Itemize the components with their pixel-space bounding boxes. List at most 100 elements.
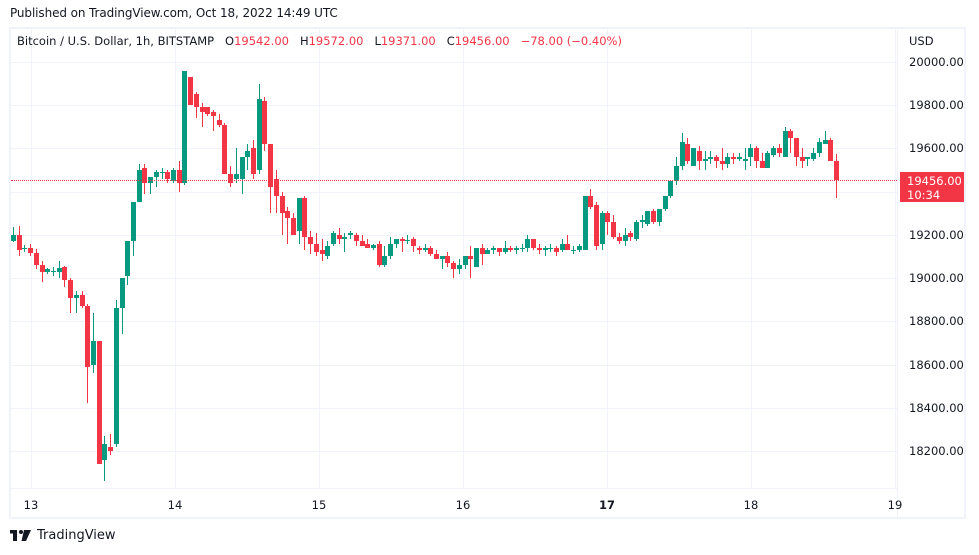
candle-down: [217, 120, 222, 125]
candle-wick: [156, 170, 157, 188]
candle-down: [354, 234, 359, 242]
candle-up: [663, 195, 668, 209]
candle-wick: [425, 243, 426, 253]
candle-down: [85, 306, 90, 367]
candle-down: [685, 144, 690, 162]
symbol-title[interactable]: Bitcoin / U.S. Dollar, 1h, BITSTAMP: [17, 34, 215, 48]
grid-line-v: [895, 29, 896, 488]
footer-brand: TradingView: [10, 528, 116, 543]
grid-line-h: [11, 278, 897, 280]
time-tick-label: 13: [23, 498, 39, 512]
candle-down: [291, 217, 296, 235]
candle-wick: [505, 241, 506, 255]
candle-up: [102, 444, 107, 460]
candle-down: [268, 144, 273, 188]
close-value: 19456.00: [454, 34, 510, 48]
candle-down: [480, 247, 485, 255]
chart-pane[interactable]: [11, 29, 897, 488]
candle-wick: [42, 260, 43, 283]
candle-up: [131, 202, 136, 242]
candle-down: [428, 247, 433, 255]
candle-wick: [825, 131, 826, 145]
candle-up: [634, 221, 639, 240]
candle-up: [680, 141, 685, 166]
candle-up: [817, 141, 822, 153]
candle-down: [365, 243, 370, 248]
candle-down: [222, 124, 227, 175]
candle-down: [714, 157, 719, 162]
time-tick-label: 15: [311, 498, 327, 512]
candle-up: [297, 198, 302, 231]
candle-wick: [522, 243, 523, 253]
grid-line-h: [11, 450, 897, 452]
candle-down: [108, 446, 113, 451]
candle-wick: [213, 109, 214, 132]
candle-up: [234, 174, 239, 179]
candle-wick: [442, 256, 443, 270]
candle-up: [748, 148, 753, 158]
candle-down: [211, 111, 216, 116]
candle-down: [320, 250, 325, 255]
candle-up: [543, 247, 548, 250]
candle-up: [474, 247, 479, 268]
candle-down: [337, 234, 342, 240]
candle-down: [165, 172, 170, 179]
candle-down: [34, 253, 39, 266]
candle-up: [583, 195, 588, 250]
last-price-value: 19456.00: [907, 173, 962, 188]
candle-wick: [162, 167, 163, 179]
candle-down: [377, 243, 382, 266]
grid-line-h: [11, 234, 897, 236]
candle-down: [508, 247, 513, 250]
grid-line-v: [31, 29, 32, 488]
candle-down: [177, 170, 182, 183]
candle-down: [251, 148, 256, 175]
grid-line-v: [175, 29, 176, 488]
candle-up: [640, 219, 645, 222]
grid-line-h: [11, 364, 897, 366]
candle-up: [765, 152, 770, 168]
candle-up: [520, 247, 525, 249]
price-axis[interactable]: USD 19456.00 10:34 20000.00 19800.00 19600…: [897, 29, 966, 517]
candle-up: [423, 247, 428, 250]
candle-down: [588, 195, 593, 207]
candle-wick: [470, 245, 471, 279]
candle-down: [302, 198, 307, 238]
candle-down: [605, 213, 610, 222]
grid-line-h: [11, 191, 897, 193]
last-price-line: [11, 179, 897, 181]
candle-down: [40, 265, 45, 272]
candle-up: [114, 308, 119, 445]
candle-up: [514, 247, 519, 250]
candle-down: [697, 150, 702, 162]
grid-line-v: [751, 29, 752, 488]
candle-down: [417, 247, 422, 250]
time-tick-label: 14: [167, 498, 183, 512]
candle-down: [434, 254, 439, 259]
candle-up: [811, 152, 816, 160]
candle-up: [823, 139, 828, 145]
candle-up: [491, 247, 496, 250]
currency-label: USD: [909, 34, 934, 48]
tradingview-logo-icon: [10, 530, 31, 541]
price-tick-label: 19000.00: [909, 271, 964, 286]
open-label: O: [225, 34, 235, 48]
candle-down: [80, 295, 85, 307]
candle-up: [182, 70, 187, 183]
candle-up: [331, 232, 336, 244]
candle-down: [188, 77, 193, 106]
candle-wick: [710, 150, 711, 164]
time-axis[interactable]: 13 14 15 16 17 18 19: [11, 488, 902, 518]
candle-up: [11, 234, 16, 242]
time-tick-label: 19: [887, 498, 903, 512]
candle-wick: [807, 157, 808, 166]
candle-wick: [367, 239, 368, 248]
low-label: L: [374, 34, 381, 48]
candle-down: [468, 256, 473, 259]
grid-line-v: [607, 29, 608, 488]
candle-down: [611, 221, 616, 238]
candle-wick: [550, 243, 551, 253]
candle-wick: [607, 211, 608, 235]
candle-wick: [499, 247, 500, 257]
candle-down: [531, 239, 536, 248]
